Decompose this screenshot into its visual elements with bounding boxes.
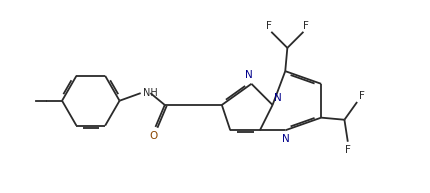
Text: N: N — [273, 93, 281, 103]
Text: NH: NH — [142, 88, 157, 98]
Text: F: F — [344, 145, 350, 155]
Text: N: N — [282, 134, 289, 144]
Text: F: F — [266, 21, 271, 31]
Text: F: F — [302, 21, 308, 31]
Text: O: O — [149, 131, 157, 141]
Text: N: N — [245, 70, 252, 80]
Text: F: F — [358, 91, 364, 101]
